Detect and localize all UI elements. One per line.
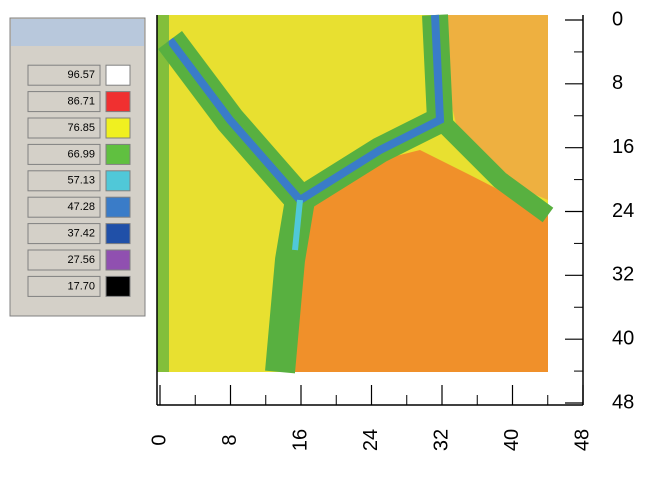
y-tick-label: 16: [612, 136, 634, 158]
legend-swatch: [105, 117, 131, 139]
legend-value: 76.85: [67, 122, 95, 134]
x-tick-label: 0: [148, 434, 170, 445]
x-tick-label: 48: [571, 429, 593, 451]
legend-value-box: [27, 91, 101, 113]
field-channel: [166, 14, 445, 206]
legend-value-box: [27, 143, 101, 165]
field-high: [430, 15, 548, 200]
x-tick-label: 40: [501, 429, 523, 451]
legend-swatch: [105, 91, 131, 113]
y-tick-label: 0: [612, 8, 623, 30]
y-tick-label: 24: [612, 200, 634, 222]
legend-value: 27.56: [67, 254, 95, 266]
legend-swatch: [105, 249, 131, 271]
legend-swatch: [105, 143, 131, 165]
x-tick-label: 16: [289, 429, 311, 451]
legend-value-box: [27, 196, 101, 218]
legend-titlebar: [11, 19, 144, 46]
contour-field: [157, 14, 554, 374]
legend-value: 96.57: [67, 69, 95, 81]
x-tick-label: 24: [360, 429, 382, 451]
legend-panel: [9, 17, 146, 317]
y-tick-label: 40: [612, 327, 634, 349]
legend-value-box: [27, 223, 101, 245]
legend-swatch: [105, 170, 131, 192]
legend-value-box: [27, 170, 101, 192]
legend-value-box: [27, 64, 101, 86]
legend-frame: [9, 17, 146, 317]
field-channel: [292, 199, 303, 251]
x-tick-label: 32: [430, 429, 452, 451]
legend-value: 47.28: [67, 201, 95, 213]
y-tick-label: 48: [612, 391, 634, 413]
legend-swatch: [105, 196, 131, 218]
legend-value: 66.99: [67, 148, 95, 160]
legend-value-box: [27, 249, 101, 271]
y-tick-label: 32: [612, 264, 634, 286]
y-tick-label: 8: [612, 72, 623, 94]
legend-swatch: [105, 64, 131, 86]
field-high: [285, 150, 548, 372]
legend-value-box: [27, 275, 101, 297]
legend-value: 57.13: [67, 175, 95, 187]
legend-value: 37.42: [67, 228, 95, 240]
legend-value: 86.71: [67, 96, 95, 108]
field-edge: [157, 15, 169, 372]
legend-value: 17.70: [67, 280, 95, 292]
x-tick-label: 8: [219, 434, 241, 445]
legend-value-box: [27, 117, 101, 139]
legend-swatch: [105, 223, 131, 245]
field-valley: [433, 113, 554, 223]
legend-swatch: [105, 275, 131, 297]
